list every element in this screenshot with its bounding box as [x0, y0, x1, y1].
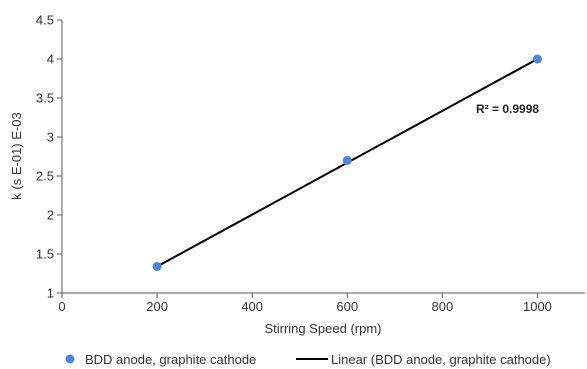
data-marks	[152, 54, 542, 271]
x-tick-labels: 0 200 400 600 800 1000	[58, 293, 552, 314]
x-tick-label: 400	[241, 299, 263, 314]
r-squared-annotation: R² = 0.9998	[476, 102, 539, 116]
x-tick-label: 1000	[523, 299, 552, 314]
legend-label-trendline: Linear (BDD anode, graphite cathode)	[331, 352, 551, 367]
y-tick-label: 3.5	[36, 91, 54, 106]
legend: BDD anode, graphite cathode Linear (BDD …	[65, 352, 551, 367]
y-tick-label: 1	[47, 286, 54, 301]
y-tick-label: 1.5	[36, 247, 54, 262]
y-tick-label: 2.5	[36, 169, 54, 184]
y-tick-label: 2	[47, 208, 54, 223]
y-axis-title: k (s E-01) E-03	[9, 112, 24, 199]
data-point	[532, 54, 542, 64]
x-axis-title: Stirring Speed (rpm)	[264, 321, 381, 336]
x-tick-label: 800	[432, 299, 454, 314]
x-tick-label: 600	[336, 299, 358, 314]
axes	[61, 20, 585, 294]
x-tick-label: 200	[146, 299, 168, 314]
x-tick-label: 0	[58, 299, 65, 314]
legend-marker-points	[65, 354, 75, 364]
y-tick-label: 3	[47, 130, 54, 145]
data-point	[342, 155, 352, 165]
y-tick-labels: 1 1.5 2 2.5 3 3.5 4 4.5	[36, 13, 62, 301]
y-tick-label: 4	[47, 52, 54, 67]
data-point	[152, 261, 162, 271]
legend-label-points: BDD anode, graphite cathode	[85, 352, 256, 367]
y-tick-label: 4.5	[36, 13, 54, 28]
